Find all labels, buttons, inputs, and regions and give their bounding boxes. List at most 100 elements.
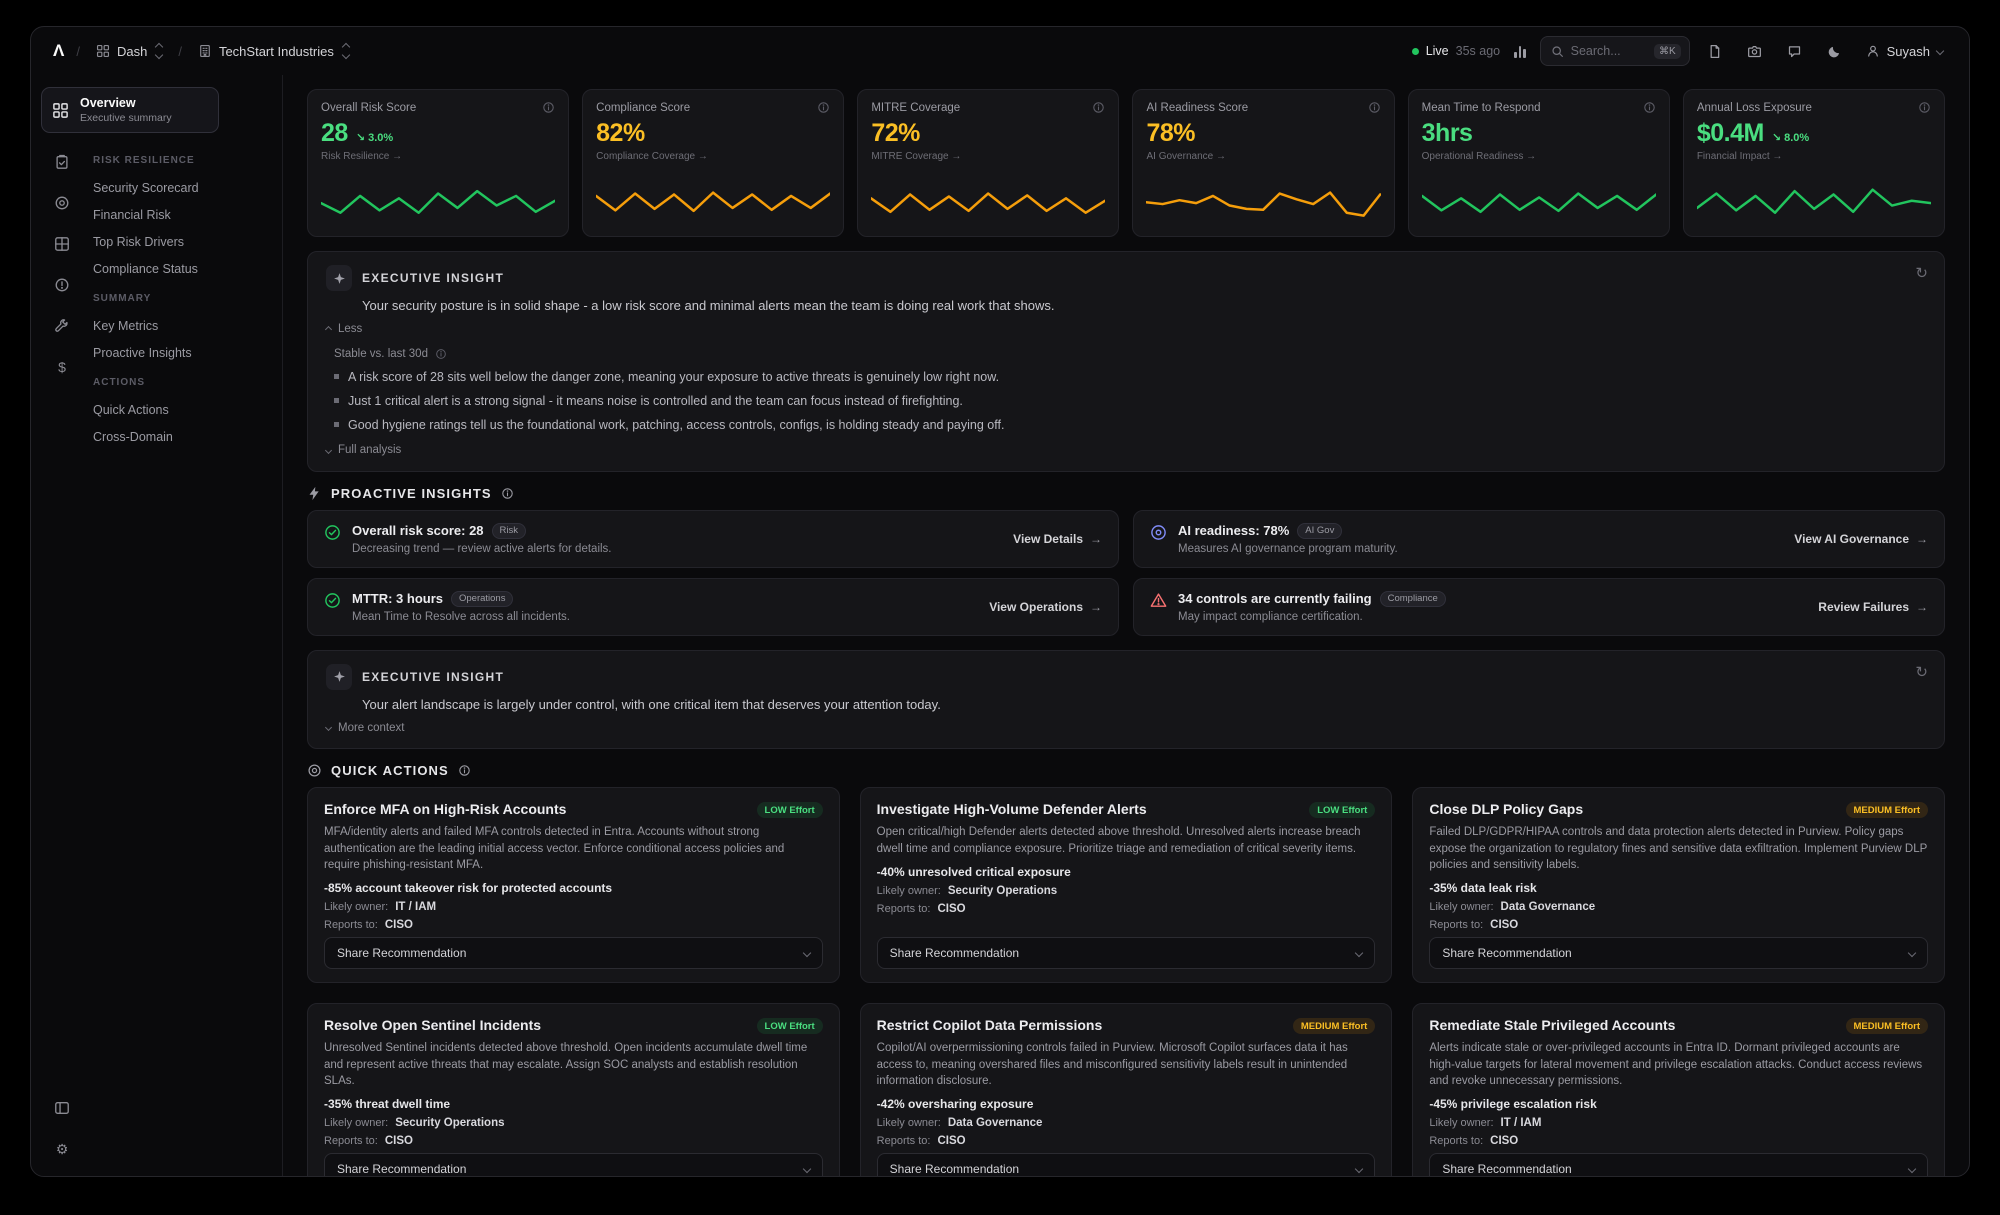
icon-rail: $ ⚙ [41,143,83,1162]
info-icon[interactable] [817,101,830,114]
settings-button[interactable]: ⚙ [49,1136,75,1162]
arrow-right-icon: → [1916,599,1928,614]
apps-rail-button[interactable] [49,231,75,257]
action-title: Enforce MFA on High-Risk Accounts [324,801,567,818]
alerts-rail-button[interactable] [49,272,75,298]
effort-badge: MEDIUM Effort [1845,1018,1928,1035]
target-rail-button[interactable] [49,190,75,216]
chevron-down-icon [324,446,333,454]
feedback-icon-button[interactable] [1780,36,1810,66]
finance-rail-button[interactable]: $ [49,354,75,380]
search-box[interactable]: ⌘K [1539,36,1690,66]
kpi-sublink[interactable]: Operational Readiness → [1421,151,1537,162]
view-operations-button[interactable]: View Operations → [989,599,1102,614]
info-icon[interactable] [501,487,514,500]
sidebar-item-proactive-insights[interactable]: Proactive Insights [89,341,274,365]
kpi-card-overall-risk[interactable]: Overall Risk Score 28 ↘ 3.0% Risk Resilie… [307,89,570,237]
sidebar-item-cross-domain[interactable]: Cross-Domain [89,425,274,449]
sparkline-chart [871,169,1105,225]
collapse-sidebar-button[interactable] [49,1095,75,1121]
full-analysis-button[interactable]: Full analysis [324,444,401,456]
kpi-card-ai-readiness[interactable]: AI Readiness Score 78% AI Governance → [1132,89,1395,237]
view-details-button[interactable]: View Details → [1013,531,1102,546]
clipboard-check-icon [56,154,68,169]
breadcrumb-dash-select[interactable]: Dash [90,40,168,63]
scorecard-rail-button[interactable] [49,149,75,175]
breadcrumb-separator: / [178,43,182,59]
owner-label: Likely owner: [876,1117,941,1130]
kpi-value: 82% [596,119,645,147]
live-status[interactable]: Live 35s ago [1411,44,1501,58]
info-icon[interactable] [1368,101,1381,114]
more-context-button[interactable]: More context [324,722,404,734]
ai-governance-icon [1150,524,1167,546]
app-window: Λ / Dash / TechStart Industries Live 35s… [30,26,1970,1177]
live-ago: 35s ago [1455,44,1501,58]
app-logo[interactable]: Λ [53,41,65,60]
chat-bubble-icon [1789,45,1801,57]
info-icon[interactable] [435,348,447,360]
reports-value: CISO [384,1135,413,1148]
tools-rail-button[interactable] [49,313,75,339]
effort-badge: LOW Effort [756,802,823,819]
document-icon-button[interactable] [1700,36,1730,66]
quick-actions-grid: Enforce MFA on High-Risk Accounts LOW Eff… [307,787,1945,1176]
share-recommendation-select[interactable]: Share Recommendation [1429,1153,1928,1176]
kpi-sublink[interactable]: MITRE Coverage → [871,151,962,162]
theme-toggle-button[interactable] [1820,36,1850,66]
grid-icon [53,102,68,118]
layout-icon [55,237,69,251]
share-recommendation-select[interactable]: Share Recommendation [324,937,823,970]
collapse-less-button[interactable]: Less [324,323,362,335]
refresh-icon[interactable]: ↻ [1915,663,1928,681]
insight-card-failing-controls: 34 controls are currently failing Complia… [1133,577,1945,636]
info-icon[interactable] [1643,101,1656,114]
share-recommendation-select[interactable]: Share Recommendation [876,937,1376,970]
share-recommendation-select[interactable]: Share Recommendation [1429,937,1928,970]
insight-desc: May impact compliance certification. [1178,610,1363,623]
camera-icon [1748,45,1762,57]
reports-label: Reports to: [324,1135,378,1148]
breadcrumb-org-select[interactable]: TechStart Industries [192,40,355,63]
kpi-card-annual-loss[interactable]: Annual Loss Exposure $0.4M ↘ 8.0% Financi… [1682,89,1945,237]
owner-value: IT / IAM [1500,1117,1542,1130]
kpi-card-mitre[interactable]: MITRE Coverage 72% MITRE Coverage → [857,89,1120,237]
sidebar-item-compliance-status[interactable]: Compliance Status [89,257,274,281]
sidebar-item-security-scorecard[interactable]: Security Scorecard [89,176,274,200]
sidebar-item-financial-risk[interactable]: Financial Risk [89,203,274,227]
chevron-down-icon [802,1165,811,1174]
share-recommendation-select[interactable]: Share Recommendation [876,1153,1376,1176]
kpi-row: Overall Risk Score 28 ↘ 3.0% Risk Resilie… [307,89,1945,237]
kpi-sublink[interactable]: Risk Resilience → [321,151,403,162]
info-icon[interactable] [542,101,555,114]
category-badge: Risk [491,522,527,539]
search-input[interactable] [1570,44,1647,58]
reports-value: CISO [1490,1135,1519,1148]
chevron-down-icon [1355,949,1364,958]
bullet-icon [334,421,339,427]
camera-icon-button[interactable] [1740,36,1770,66]
share-recommendation-select[interactable]: Share Recommendation [324,1153,823,1176]
kpi-card-mttr[interactable]: Mean Time to Respond 3hrs Operational Re… [1407,89,1670,237]
gear-icon: ⚙ [55,1140,69,1157]
activity-bars-icon[interactable] [1510,44,1530,58]
kpi-card-compliance[interactable]: Compliance Score 82% Compliance Coverage… [582,89,845,237]
info-icon[interactable] [1918,101,1931,114]
nav-section-risk-resilience: RISK RESILIENCE [93,155,195,166]
info-icon[interactable] [458,764,471,777]
sidebar-item-top-risk-drivers[interactable]: Top Risk Drivers [89,230,274,254]
sidebar-item-overview[interactable]: Overview Executive summary [41,87,219,133]
user-menu[interactable]: Suyash [1860,40,1949,63]
sidebar-item-key-metrics[interactable]: Key Metrics [89,314,274,338]
kpi-sublink[interactable]: AI Governance → [1146,151,1226,162]
chevrons-up-down-icon [155,42,164,60]
insight-title: 34 controls are currently failing [1178,591,1372,607]
review-failures-button[interactable]: Review Failures → [1818,599,1928,614]
breadcrumb: Λ / Dash / TechStart Industries [51,40,355,63]
info-icon[interactable] [1092,101,1105,114]
refresh-icon[interactable]: ↻ [1915,265,1928,282]
kpi-sublink[interactable]: Financial Impact → [1696,151,1783,162]
sidebar-item-quick-actions[interactable]: Quick Actions [89,398,274,422]
kpi-sublink[interactable]: Compliance Coverage → [596,151,708,162]
view-ai-governance-button[interactable]: View AI Governance → [1794,531,1928,546]
